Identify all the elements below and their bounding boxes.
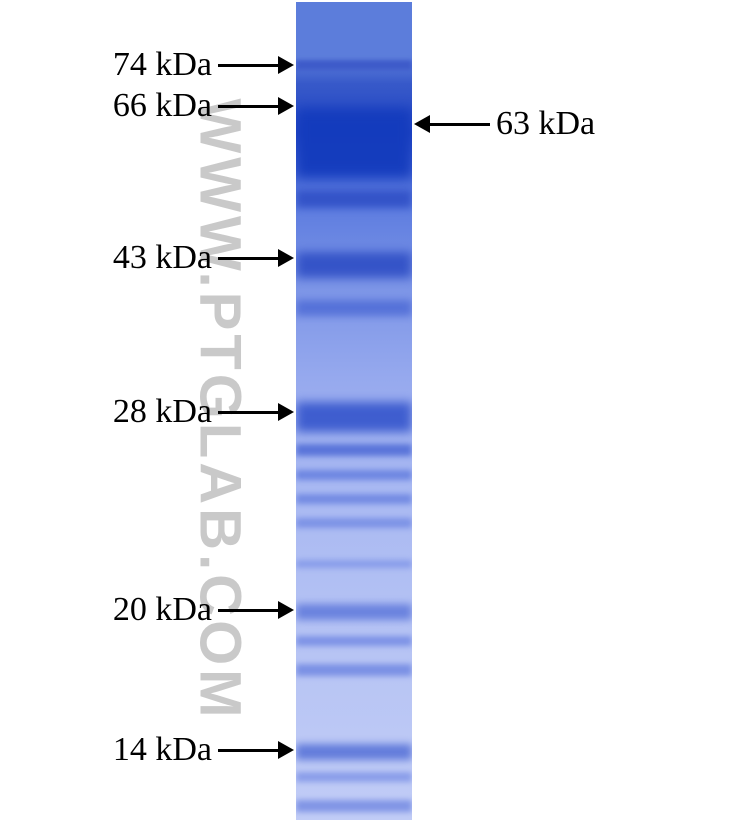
arrow-head-icon [414, 115, 430, 133]
mw-label: 63 kDa [496, 105, 595, 143]
gel-band [296, 190, 412, 208]
arrow-shaft [218, 411, 278, 414]
gel-band [296, 604, 412, 620]
mw-label: 43 kDa [113, 239, 212, 277]
arrow-head-icon [278, 56, 294, 74]
gel-band [296, 108, 412, 178]
gel-band [296, 60, 412, 70]
gel-band [296, 494, 412, 504]
arrow-shaft [218, 64, 278, 67]
gel-band [296, 800, 412, 812]
arrow-shaft [218, 609, 278, 612]
arrow-shaft [430, 123, 490, 126]
arrow-head-icon [278, 403, 294, 421]
gel-band [296, 664, 412, 676]
arrow-head-icon [278, 97, 294, 115]
gel-band [296, 560, 412, 568]
arrow-shaft [218, 749, 278, 752]
gel-lane [296, 2, 412, 820]
gel-band [296, 252, 412, 278]
gel-figure: WWW.PTGLAB.COM74 kDa66 kDa43 kDa28 kDa20… [0, 0, 740, 822]
mw-label: 66 kDa [113, 87, 212, 125]
arrow-head-icon [278, 249, 294, 267]
gel-band [296, 470, 412, 480]
mw-label: 14 kDa [113, 731, 212, 769]
gel-band [296, 636, 412, 646]
gel-band [296, 744, 412, 760]
arrow-head-icon [278, 741, 294, 759]
arrow-shaft [218, 257, 278, 260]
mw-label: 20 kDa [113, 591, 212, 629]
gel-band [296, 518, 412, 528]
mw-label: 74 kDa [113, 46, 212, 84]
gel-band [296, 300, 412, 316]
gel-band [296, 772, 412, 782]
gel-band [296, 444, 412, 456]
arrow-head-icon [278, 601, 294, 619]
mw-label: 28 kDa [113, 393, 212, 431]
gel-band [296, 402, 412, 432]
arrow-shaft [218, 105, 278, 108]
